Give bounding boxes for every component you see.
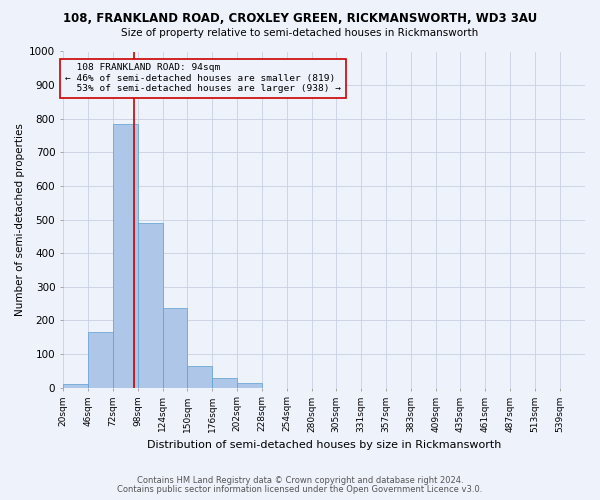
- Bar: [63, 384, 88, 388]
- Text: Contains HM Land Registry data © Crown copyright and database right 2024.: Contains HM Land Registry data © Crown c…: [137, 476, 463, 485]
- Bar: [187, 366, 212, 388]
- Bar: [113, 124, 137, 388]
- Bar: [137, 223, 163, 388]
- Bar: [163, 308, 187, 388]
- Y-axis label: Number of semi-detached properties: Number of semi-detached properties: [15, 123, 25, 316]
- X-axis label: Distribution of semi-detached houses by size in Rickmansworth: Distribution of semi-detached houses by …: [147, 440, 501, 450]
- Text: 108, FRANKLAND ROAD, CROXLEY GREEN, RICKMANSWORTH, WD3 3AU: 108, FRANKLAND ROAD, CROXLEY GREEN, RICK…: [63, 12, 537, 26]
- Text: Contains public sector information licensed under the Open Government Licence v3: Contains public sector information licen…: [118, 485, 482, 494]
- Bar: [212, 378, 237, 388]
- Text: Size of property relative to semi-detached houses in Rickmansworth: Size of property relative to semi-detach…: [121, 28, 479, 38]
- Bar: [237, 382, 262, 388]
- Bar: [88, 332, 113, 388]
- Text: 108 FRANKLAND ROAD: 94sqm
← 46% of semi-detached houses are smaller (819)
  53% : 108 FRANKLAND ROAD: 94sqm ← 46% of semi-…: [65, 64, 341, 93]
